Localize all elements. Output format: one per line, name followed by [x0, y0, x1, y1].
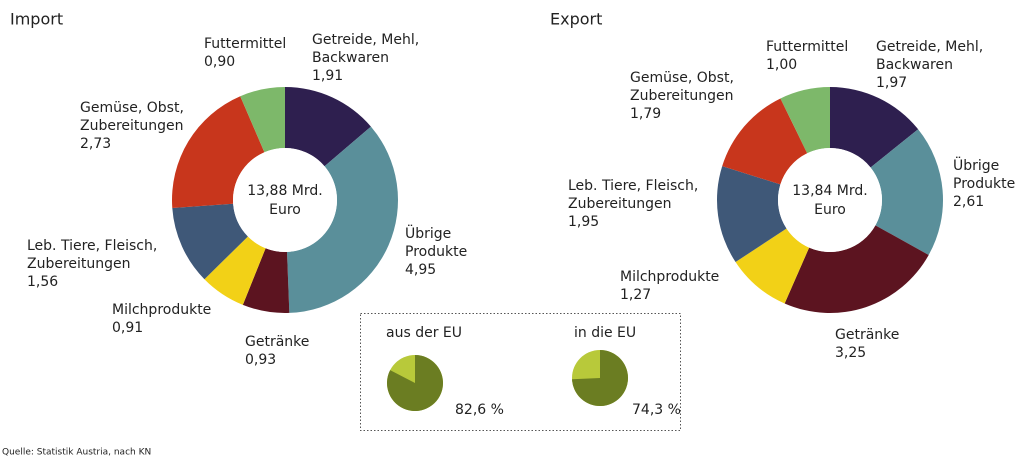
- value-label: 1,95: [568, 214, 599, 230]
- value-label: 74,3 %: [632, 402, 681, 418]
- slice-label: Produkte: [953, 176, 1015, 192]
- value-label: 1,79: [630, 106, 661, 122]
- slice: [716, 166, 787, 263]
- slice-label: Zubereitungen: [630, 88, 734, 104]
- slice-label: Getreide, Mehl,: [876, 39, 983, 55]
- donut-hole: [778, 148, 882, 252]
- slice: [242, 248, 290, 313]
- value-label: 1,27: [620, 287, 651, 303]
- slice: [735, 228, 810, 304]
- center-label: 13,88 Mrd.: [247, 183, 322, 199]
- slice-label: Produkte: [405, 244, 467, 260]
- chart-title: Export: [550, 10, 602, 29]
- slice: [387, 355, 444, 412]
- value-label: 3,25: [835, 345, 866, 361]
- center-label: Euro: [269, 202, 301, 218]
- value-label: 1,56: [27, 274, 58, 290]
- eu-box: [360, 313, 681, 431]
- value-label: 2,73: [80, 136, 111, 152]
- center-label: 13,84 Mrd.: [792, 183, 867, 199]
- slice-label: Backwaren: [876, 57, 953, 73]
- value-label: 1,97: [876, 75, 907, 91]
- slice: [172, 203, 248, 280]
- slice-label: Zubereitungen: [27, 256, 131, 272]
- slice-label: Übrige: [405, 224, 451, 242]
- slice-label: Leb. Tiere, Fleisch,: [568, 178, 698, 194]
- chart-title: aus der EU: [386, 325, 462, 341]
- slice: [285, 87, 371, 167]
- slice-label: Milchprodukte: [112, 302, 211, 318]
- slice: [830, 87, 919, 168]
- value-label: 1,00: [766, 57, 797, 73]
- slice: [204, 236, 266, 305]
- slice-label: Futtermittel: [766, 39, 848, 55]
- value-label: 4,95: [405, 262, 436, 278]
- slice: [722, 98, 808, 185]
- slice-label: Gemüse, Obst,: [630, 70, 734, 86]
- slice-label: Zubereitungen: [568, 196, 672, 212]
- slice-label: Übrige: [953, 156, 999, 174]
- slice: [572, 350, 629, 407]
- slice: [870, 129, 943, 256]
- slice-label: Futtermittel: [204, 36, 286, 52]
- value-label: 1,91: [312, 68, 343, 84]
- value-label: 2,61: [953, 194, 984, 210]
- center-label: Euro: [814, 202, 846, 218]
- slice-label: Backwaren: [312, 50, 389, 66]
- value-label: 0,93: [245, 352, 276, 368]
- source: Quelle: Statistik Austria, nach KN: [2, 448, 151, 458]
- slice-label: Getreide, Mehl,: [312, 32, 419, 48]
- chart-title: in die EU: [574, 325, 636, 341]
- slice: [784, 225, 929, 313]
- chart-title: Import: [10, 10, 63, 29]
- slice: [780, 87, 830, 154]
- value-label: 82,6 %: [455, 402, 504, 418]
- slice: [286, 126, 398, 313]
- slice-label: Leb. Tiere, Fleisch,: [27, 238, 157, 254]
- value-label: 0,90: [204, 54, 235, 70]
- slice: [171, 96, 265, 209]
- slice: [240, 87, 285, 153]
- slice-label: Milchprodukte: [620, 269, 719, 285]
- donut-hole: [233, 148, 337, 252]
- slice-label: Getränke: [245, 334, 309, 350]
- value-label: 0,91: [112, 320, 143, 336]
- slice-label: Zubereitungen: [80, 118, 184, 134]
- slice-label: Gemüse, Obst,: [80, 100, 184, 116]
- slice-label: Getränke: [835, 327, 899, 343]
